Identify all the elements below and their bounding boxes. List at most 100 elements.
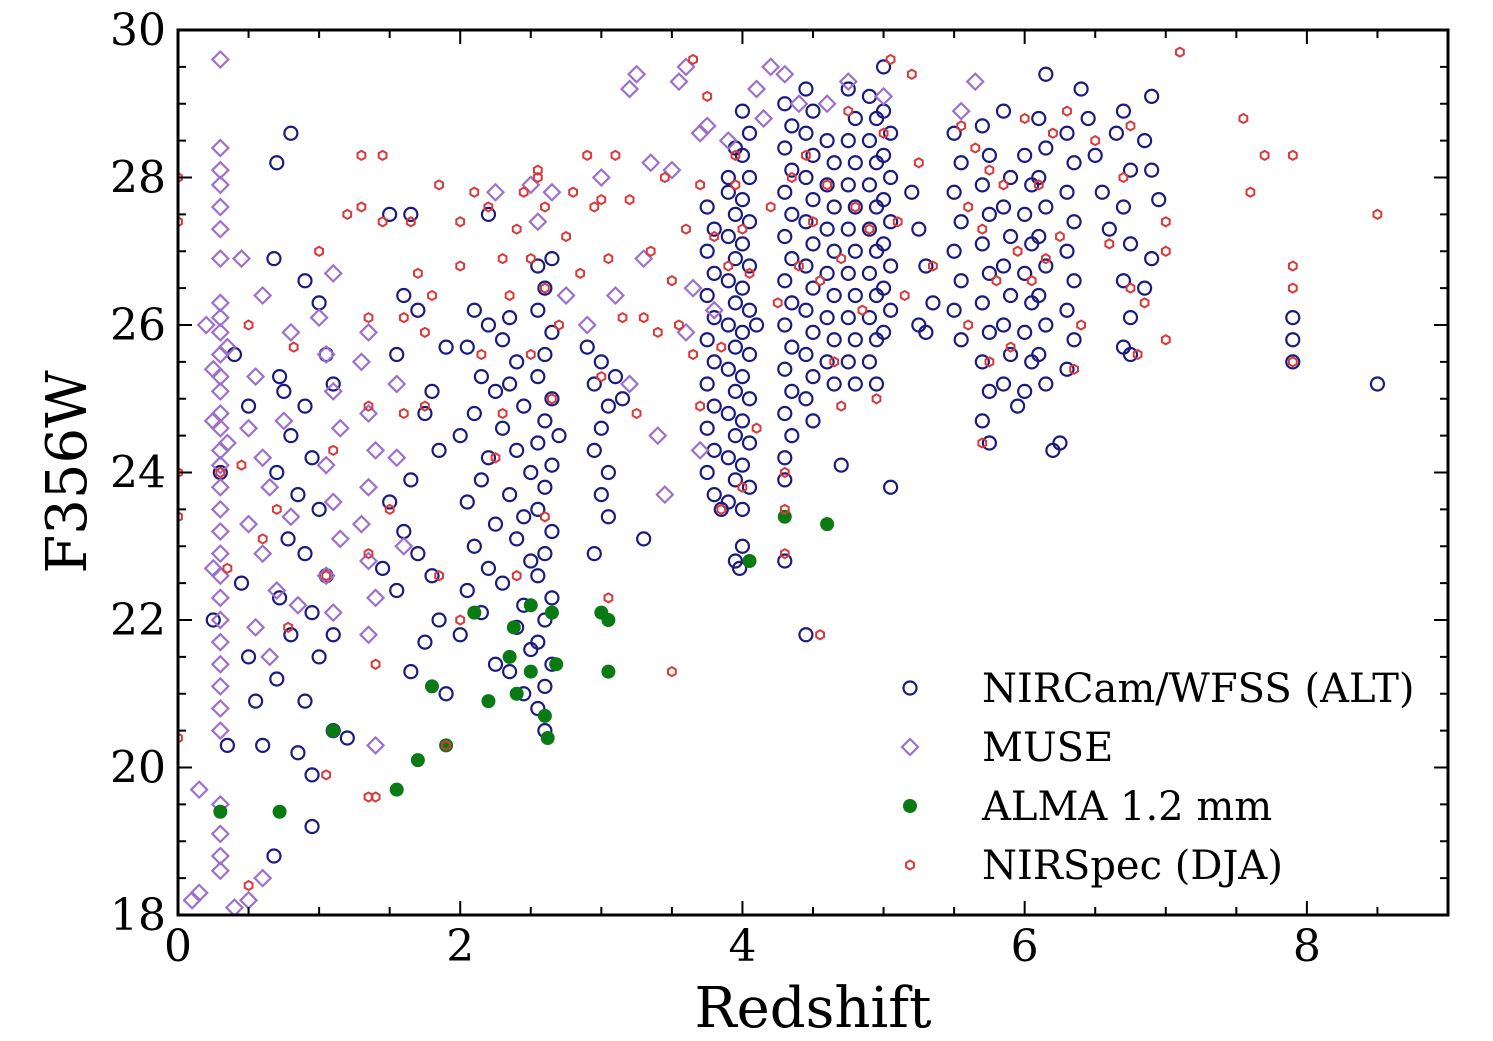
data-point [928, 260, 938, 272]
data-point [210, 249, 230, 269]
data-point [709, 230, 720, 243]
data-point [178, 511, 183, 523]
data-point [883, 479, 899, 495]
data-point [1010, 398, 1026, 414]
data-point [410, 546, 426, 562]
data-point [1059, 125, 1075, 141]
data-point [734, 103, 751, 119]
data-point [953, 155, 969, 171]
data-point [540, 511, 550, 523]
data-point [1038, 317, 1054, 333]
data-point [269, 464, 285, 481]
data-point [178, 171, 183, 184]
legend-label: ALMA 1.2 mm [981, 784, 1272, 830]
data-point [537, 678, 553, 694]
data-point [974, 177, 990, 193]
data-point [641, 153, 661, 173]
data-point [417, 634, 433, 650]
data-point [215, 466, 226, 479]
data-point [706, 487, 722, 503]
data-point [582, 149, 593, 162]
data-point [1066, 155, 1082, 171]
data-point [706, 398, 722, 414]
data-point [875, 59, 892, 75]
data-point [1031, 169, 1047, 186]
data-point [873, 86, 894, 106]
data-point [530, 258, 546, 274]
data-point [271, 503, 282, 516]
data-point [441, 739, 451, 752]
series-muse [182, 49, 985, 915]
data-point [904, 184, 920, 200]
data-point [600, 398, 616, 414]
data-point [1024, 354, 1040, 370]
data-point [906, 68, 917, 80]
data-point [981, 435, 997, 451]
data-point [981, 265, 997, 281]
data-point [502, 310, 518, 326]
data-point [325, 376, 341, 392]
data-point [1122, 162, 1139, 178]
data-point [655, 485, 675, 505]
data-point [899, 289, 910, 302]
data-point [805, 369, 821, 385]
data-point [196, 315, 216, 335]
data-point [727, 553, 743, 569]
data-point [323, 263, 343, 283]
data-point [413, 267, 423, 280]
data-point [974, 118, 990, 134]
data-point [178, 216, 183, 228]
y-axis-label: F356W [35, 370, 100, 574]
data-point [699, 199, 715, 215]
data-point [203, 359, 223, 379]
data-point [779, 547, 790, 560]
data-point [210, 721, 230, 741]
data-point [1017, 206, 1033, 222]
data-point [290, 745, 306, 761]
data-point [868, 287, 885, 304]
data-point [210, 418, 230, 438]
data-point [833, 457, 849, 473]
data-point [744, 267, 755, 280]
legend-label: NIRSpec (DJA) [982, 843, 1283, 889]
data-point [734, 236, 751, 252]
data-point [805, 103, 821, 119]
data-point [1031, 346, 1047, 363]
data-point [272, 804, 287, 819]
data-point [365, 588, 386, 608]
data-point [868, 155, 885, 171]
data-point [480, 317, 497, 333]
data-point [878, 127, 889, 139]
data-point [487, 383, 504, 399]
data-point [784, 383, 800, 399]
data-point [272, 369, 288, 385]
data-point [676, 57, 696, 77]
data-point [389, 782, 404, 797]
data-point [260, 477, 280, 497]
data-point [734, 369, 751, 385]
data-point [297, 398, 313, 414]
data-point [530, 369, 546, 385]
data-point [718, 131, 738, 151]
data-point [537, 346, 553, 363]
data-point [351, 352, 372, 372]
data-point [288, 341, 299, 353]
data-point [210, 588, 230, 608]
data-point [1144, 162, 1160, 178]
data-point [1285, 354, 1301, 370]
data-point [925, 295, 941, 311]
data-point [551, 428, 567, 444]
data-point [466, 405, 482, 422]
data-point [238, 514, 259, 534]
data-point [638, 311, 649, 324]
x-tick-label: 4 [728, 921, 756, 972]
data-point [631, 407, 642, 420]
data-point [504, 289, 515, 302]
data-point [210, 499, 230, 519]
data-point [530, 634, 546, 650]
data-point [1069, 363, 1079, 375]
data-point [946, 243, 962, 259]
data-point [840, 81, 856, 97]
data-point [269, 155, 285, 171]
data-point [875, 192, 892, 208]
